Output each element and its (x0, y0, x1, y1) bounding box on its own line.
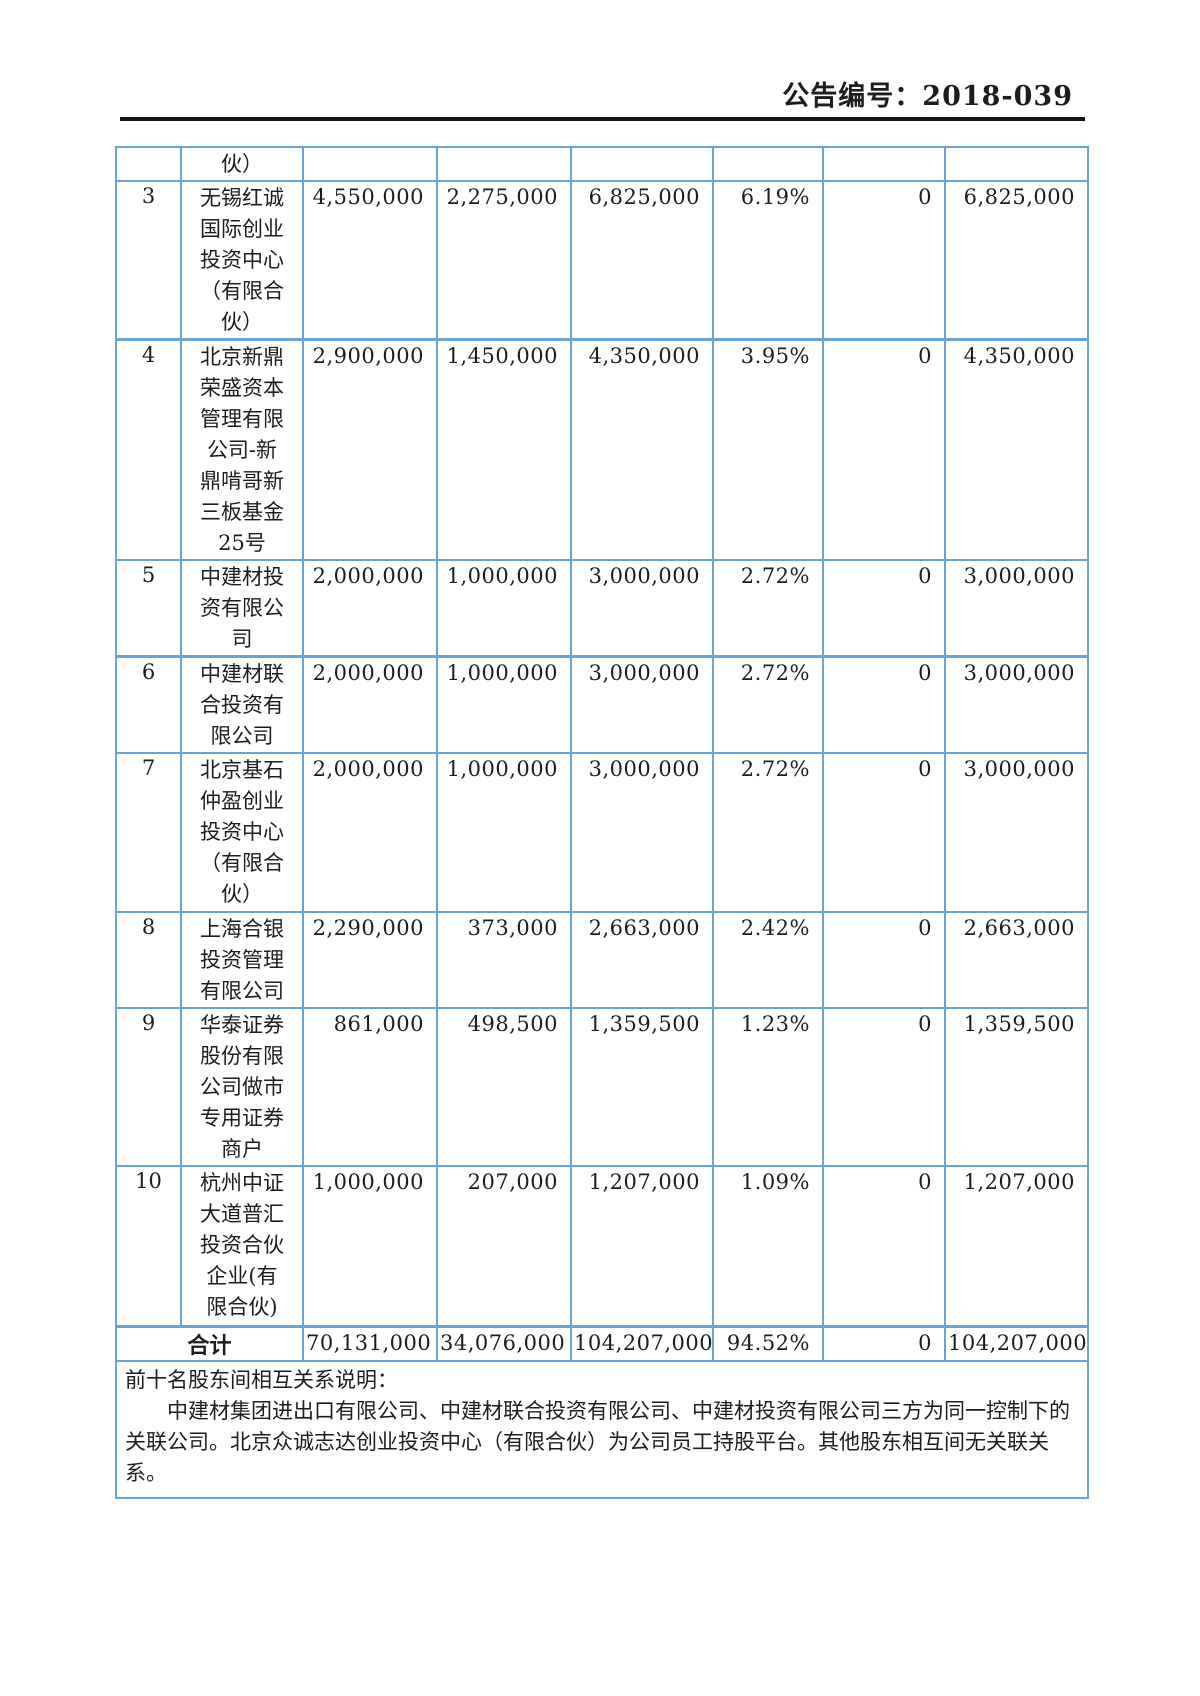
value-cell: 3,000,000 (944, 655, 1089, 754)
shareholder-name-cell: 华泰证券股份有限公司做市专用证券商户 (180, 1007, 304, 1167)
rank-cell: 8 (115, 911, 182, 1009)
rank-cell: 6 (115, 655, 182, 754)
shareholder-name-cell: 无锡红诚国际创业投资中心（有限合伙） (180, 180, 304, 341)
percent-cell: 6.19% (712, 180, 824, 341)
value-cell: 0 (822, 559, 946, 658)
value-cell: 2,000,000 (302, 559, 438, 658)
percent-cell: 1.09% (712, 1165, 824, 1327)
table-row: 9 华泰证券股份有限公司做市专用证券商户 861,000 498,500 1,3… (115, 1007, 1089, 1167)
shareholder-table: 伙） 3 无锡红诚国际创业投资中心（有限合伙） 4,550,000 2,275,… (115, 146, 1089, 1499)
rank-cell: 4 (115, 338, 182, 561)
relationship-notes-cell: 前十名股东间相互关系说明： 中建材集团进出口有限公司、中建材联合投资有限公司、中… (115, 1359, 1089, 1499)
value-cell: 4,350,000 (570, 338, 714, 561)
notes-paragraph: 中建材集团进出口有限公司、中建材联合投资有限公司、中建材投资有限公司三方为同一控… (125, 1398, 1070, 1485)
value-cell: 1,359,500 (944, 1007, 1089, 1167)
value-cell: 1,207,000 (944, 1165, 1089, 1327)
total-value-cell: 34,076,000 (436, 1324, 572, 1362)
value-cell: 2,275,000 (436, 180, 572, 341)
value-cell: 2,290,000 (302, 911, 438, 1009)
value-cell: 6,825,000 (944, 180, 1089, 341)
value-cell (944, 146, 1089, 182)
table-row: 3 无锡红诚国际创业投资中心（有限合伙） 4,550,000 2,275,000… (115, 180, 1089, 341)
shareholder-name-cell: 杭州中证大道普汇投资合伙企业(有限合伙) (180, 1165, 304, 1327)
percent-cell: 2.42% (712, 911, 824, 1009)
rank-cell: 7 (115, 752, 182, 913)
total-value-cell: 70,131,000 (302, 1324, 438, 1362)
total-value-cell: 104,207,000 (570, 1324, 714, 1362)
table-row: 10 杭州中证大道普汇投资合伙企业(有限合伙) 1,000,000 207,00… (115, 1165, 1089, 1327)
value-cell: 1,000,000 (436, 752, 572, 913)
table-row: 8 上海合银投资管理有限公司 2,290,000 373,000 2,663,0… (115, 911, 1089, 1009)
shareholder-name-cell: 北京基石仲盈创业投资中心（有限合伙） (180, 752, 304, 913)
shareholder-name-cell: 北京新鼎荣盛资本管理有限公司-新鼎啃哥新三板基金25号 (180, 338, 304, 561)
value-cell: 2,000,000 (302, 655, 438, 754)
percent-cell: 2.72% (712, 655, 824, 754)
shareholder-name-cell: 中建材投资有限公司 (180, 559, 304, 658)
header-rule (120, 117, 1085, 121)
value-cell: 0 (822, 338, 946, 561)
total-label-cell: 合计 (115, 1324, 304, 1362)
table-total-row: 合计 70,131,000 34,076,000 104,207,000 94.… (115, 1324, 1089, 1362)
value-cell: 0 (822, 911, 946, 1009)
table-row: 7 北京基石仲盈创业投资中心（有限合伙） 2,000,000 1,000,000… (115, 752, 1089, 913)
value-cell: 6,825,000 (570, 180, 714, 341)
shareholder-name-cell: 伙） (180, 146, 304, 182)
value-cell: 0 (822, 1007, 946, 1167)
value-cell: 3,000,000 (570, 752, 714, 913)
value-cell: 3,000,000 (570, 559, 714, 658)
shareholder-name-cell: 上海合银投资管理有限公司 (180, 911, 304, 1009)
value-cell (302, 146, 438, 182)
rank-cell: 9 (115, 1007, 182, 1167)
table-row: 6 中建材联合投资有限公司 2,000,000 1,000,000 3,000,… (115, 655, 1089, 754)
value-cell: 1,450,000 (436, 338, 572, 561)
value-cell: 1,000,000 (436, 655, 572, 754)
value-cell: 4,350,000 (944, 338, 1089, 561)
value-cell (712, 146, 824, 182)
value-cell (436, 146, 572, 182)
percent-cell: 3.95% (712, 338, 824, 561)
value-cell: 1,000,000 (302, 1165, 438, 1327)
value-cell: 373,000 (436, 911, 572, 1009)
shareholder-name-cell: 中建材联合投资有限公司 (180, 655, 304, 754)
percent-cell: 2.72% (712, 752, 824, 913)
percent-cell: 2.72% (712, 559, 824, 658)
total-value-cell: 104,207,000 (944, 1324, 1089, 1362)
value-cell: 3,000,000 (944, 559, 1089, 658)
value-cell: 1,207,000 (570, 1165, 714, 1327)
total-value-cell: 0 (822, 1324, 946, 1362)
rank-cell: 3 (115, 180, 182, 341)
value-cell: 3,000,000 (944, 752, 1089, 913)
table-row: 5 中建材投资有限公司 2,000,000 1,000,000 3,000,00… (115, 559, 1089, 658)
value-cell: 0 (822, 1165, 946, 1327)
value-cell: 2,000,000 (302, 752, 438, 913)
value-cell: 3,000,000 (570, 655, 714, 754)
value-cell: 2,900,000 (302, 338, 438, 561)
value-cell: 0 (822, 752, 946, 913)
value-cell: 1,359,500 (570, 1007, 714, 1167)
value-cell (822, 146, 946, 182)
rank-cell: 10 (115, 1165, 182, 1327)
rank-cell (115, 146, 182, 182)
value-cell (570, 146, 714, 182)
value-cell: 1,000,000 (436, 559, 572, 658)
total-percent-cell: 94.52% (712, 1324, 824, 1362)
value-cell: 207,000 (436, 1165, 572, 1327)
value-cell: 861,000 (302, 1007, 438, 1167)
notes-heading: 前十名股东间相互关系说明： (125, 1367, 398, 1392)
percent-cell: 1.23% (712, 1007, 824, 1167)
value-cell: 0 (822, 180, 946, 341)
value-cell: 2,663,000 (944, 911, 1089, 1009)
doc-number-label: 公告编号：2018-039 (782, 81, 1073, 112)
table-row: 4 北京新鼎荣盛资本管理有限公司-新鼎啃哥新三板基金25号 2,900,000 … (115, 338, 1089, 561)
value-cell: 498,500 (436, 1007, 572, 1167)
value-cell: 0 (822, 655, 946, 754)
table-notes-row: 前十名股东间相互关系说明： 中建材集团进出口有限公司、中建材联合投资有限公司、中… (115, 1359, 1089, 1499)
table-row-carryover: 伙） (115, 146, 1089, 182)
value-cell: 4,550,000 (302, 180, 438, 341)
rank-cell: 5 (115, 559, 182, 658)
value-cell: 2,663,000 (570, 911, 714, 1009)
